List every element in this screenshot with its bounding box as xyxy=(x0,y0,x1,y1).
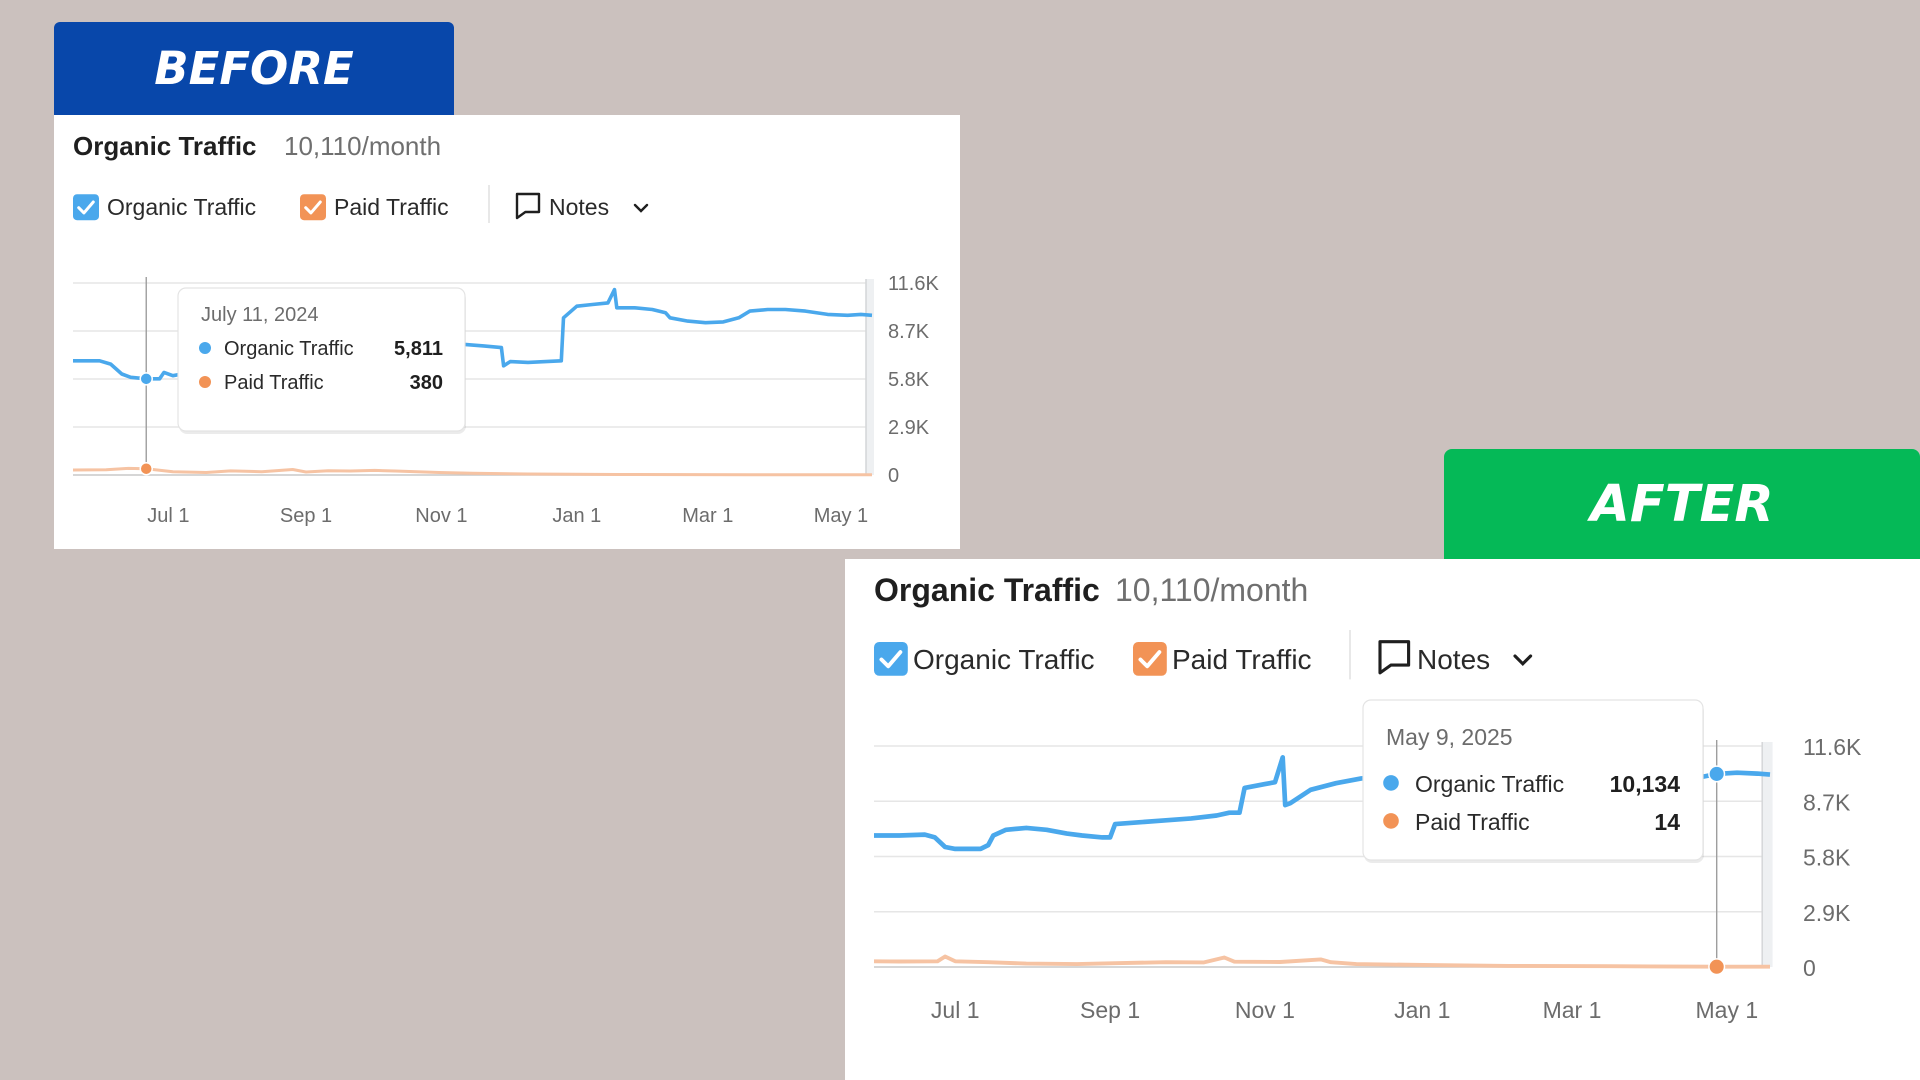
y-tick-label: 0 xyxy=(1803,955,1816,981)
x-tick-label: May 1 xyxy=(1696,997,1759,1023)
x-tick-label: Jul 1 xyxy=(931,997,980,1023)
tooltip-dot xyxy=(199,342,211,354)
checkbox-box[interactable] xyxy=(874,641,908,676)
tooltip-value: 5,811 xyxy=(394,338,443,360)
organic-hover-marker xyxy=(139,372,153,386)
checkbox-box[interactable] xyxy=(300,194,326,221)
tooltip-box xyxy=(1362,699,1704,861)
chart-svg: Organic Traffic 10,110/month Organic Traff… xyxy=(873,572,1862,1023)
before-banner: BEFORE xyxy=(54,22,454,115)
tooltip-value: 10,134 xyxy=(1610,771,1681,797)
chart-title: Organic Traffic xyxy=(874,572,1100,608)
x-tick-label: Sep 1 xyxy=(1080,997,1140,1023)
tooltip-dot xyxy=(199,376,211,388)
checkbox-box[interactable] xyxy=(73,194,99,221)
paid-traffic-line xyxy=(873,954,1770,969)
organic-traffic-checkbox[interactable] xyxy=(73,194,99,221)
x-tick-label: May 1 xyxy=(814,505,868,527)
tooltip: July 11, 2024 Organic Traffic 5,811 Paid Tr… xyxy=(177,287,466,434)
y-tick-label: 11.6K xyxy=(888,273,939,295)
x-tick-label: Nov 1 xyxy=(415,505,467,527)
check-icon xyxy=(304,200,322,215)
tooltip: May 9, 2025 Organic Traffic 10,134 Paid Tra… xyxy=(1362,699,1704,863)
notes-label[interactable]: Notes xyxy=(1417,644,1490,675)
chart-subtitle: 10,110/month xyxy=(1115,572,1308,608)
x-tick-label: Jan 1 xyxy=(552,505,601,527)
tooltip-date: May 9, 2025 xyxy=(1386,724,1513,750)
paid-traffic-checkbox[interactable] xyxy=(1133,641,1167,676)
x-tick-label: Nov 1 xyxy=(1235,997,1295,1023)
legend-label[interactable]: Paid Traffic xyxy=(334,194,449,220)
legend-label[interactable]: Organic Traffic xyxy=(913,644,1095,675)
organic-traffic-checkbox[interactable] xyxy=(874,641,908,676)
check-icon xyxy=(77,200,95,215)
organic-hover-marker xyxy=(1708,765,1726,783)
y-tick-label: 8.7K xyxy=(888,321,930,343)
tooltip-date: July 11, 2024 xyxy=(201,304,319,326)
legend-label[interactable]: Paid Traffic xyxy=(1172,644,1312,675)
chevron-down-icon xyxy=(1513,654,1533,667)
x-tick-label: Sep 1 xyxy=(280,505,332,527)
tooltip-dot xyxy=(1383,813,1399,829)
y-tick-label: 5.8K xyxy=(888,369,930,391)
chevron-down-icon xyxy=(633,203,649,213)
comment-icon xyxy=(1378,640,1411,675)
tooltip-series-name: Organic Traffic xyxy=(1415,771,1564,797)
plot-edge xyxy=(1762,742,1773,967)
y-tick-label: 11.6K xyxy=(1803,734,1862,760)
tooltip-value: 380 xyxy=(410,372,443,394)
check-icon xyxy=(1138,650,1162,669)
after-banner: AFTER xyxy=(1444,449,1920,559)
checkbox-box[interactable] xyxy=(1133,641,1167,676)
tooltip-value: 14 xyxy=(1654,809,1680,835)
check-icon xyxy=(879,650,903,669)
plot-edge xyxy=(866,279,874,475)
x-tick-label: Jul 1 xyxy=(147,505,189,527)
notes-label[interactable]: Notes xyxy=(549,194,609,220)
before-chart-panel: Organic Traffic 10,110/month Organic Traff… xyxy=(54,115,960,549)
paid-traffic-checkbox[interactable] xyxy=(300,194,326,221)
x-tick-label: Mar 1 xyxy=(682,505,733,527)
paid-traffic-line xyxy=(72,466,873,477)
y-tick-label: 0 xyxy=(888,465,899,487)
x-tick-label: Mar 1 xyxy=(1543,997,1602,1023)
x-tick-label: Jan 1 xyxy=(1394,997,1450,1023)
legend-label[interactable]: Organic Traffic xyxy=(107,194,256,220)
chart-subtitle: 10,110/month xyxy=(284,131,441,161)
comment-icon xyxy=(515,192,541,220)
y-tick-label: 2.9K xyxy=(1803,900,1851,926)
tooltip-box xyxy=(177,287,466,432)
chart-title: Organic Traffic xyxy=(73,131,257,161)
paid-hover-marker xyxy=(139,461,153,476)
tooltip-series-name: Paid Traffic xyxy=(1415,809,1530,835)
y-tick-label: 2.9K xyxy=(888,417,930,439)
tooltip-series-name: Organic Traffic xyxy=(224,338,354,360)
y-tick-label: 8.7K xyxy=(1803,789,1851,815)
paid-hover-marker xyxy=(1708,958,1726,976)
chart-svg: Organic Traffic 10,110/month Organic Traff… xyxy=(72,131,939,527)
y-tick-label: 5.8K xyxy=(1803,845,1851,871)
tooltip-series-name: Paid Traffic xyxy=(224,372,324,394)
notes-dropdown[interactable]: Notes xyxy=(515,192,649,220)
notes-dropdown[interactable]: Notes xyxy=(1378,640,1533,675)
tooltip-dot xyxy=(1383,775,1399,791)
after-chart-panel: Organic Traffic 10,110/month Organic Traff… xyxy=(845,559,1920,1080)
